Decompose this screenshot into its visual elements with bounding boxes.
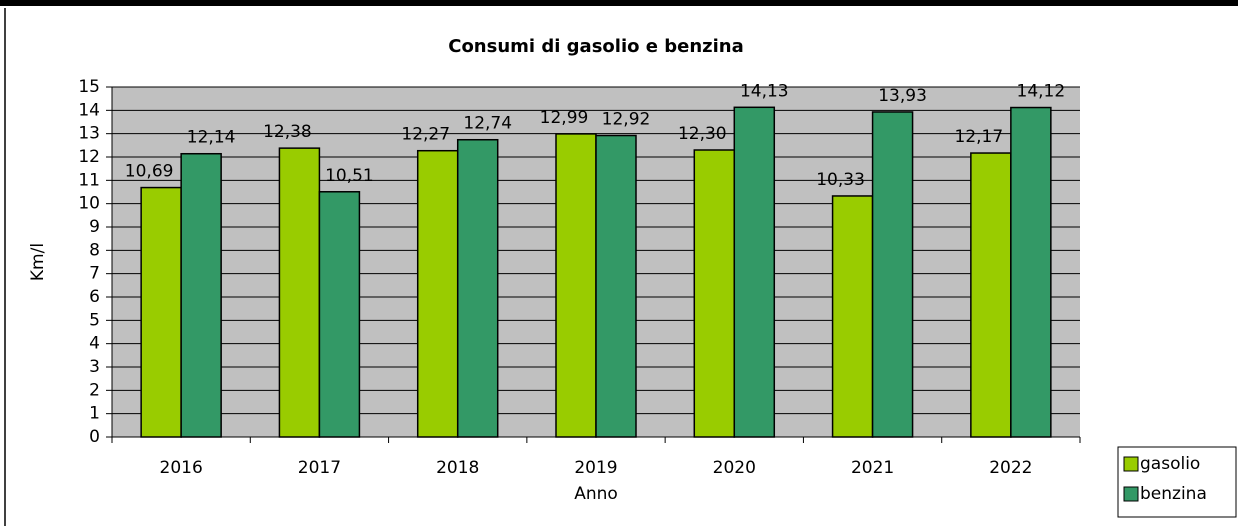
bar: [456, 138, 499, 438]
bar: [1010, 106, 1052, 438]
bar: [871, 111, 914, 438]
value-label: 12,74: [463, 114, 512, 134]
y-tick-label: 0: [89, 427, 100, 447]
x-tick-label: 2022: [989, 458, 1032, 478]
bar: [595, 134, 637, 438]
value-label: 10,33: [816, 170, 865, 190]
bar: [831, 195, 874, 438]
value-label: 14,12: [1017, 82, 1066, 102]
value-label: 10,51: [325, 166, 374, 186]
bar: [278, 147, 321, 438]
x-tick-label: 2018: [436, 458, 479, 478]
x-tick-label: 2016: [160, 458, 203, 478]
x-tick-label: 2021: [851, 458, 894, 478]
bar: [733, 106, 776, 438]
value-label: 12,17: [955, 127, 1004, 147]
y-tick-label: 15: [78, 77, 100, 97]
value-label: 13,93: [878, 86, 927, 106]
bar: [318, 191, 361, 438]
y-axis-label: Km/l: [28, 243, 48, 281]
bar: [140, 186, 182, 438]
value-label: 12,27: [401, 125, 450, 145]
bar: [416, 149, 459, 438]
y-tick-label: 8: [89, 240, 100, 260]
bar: [693, 149, 736, 438]
x-tick-label: 2020: [713, 458, 756, 478]
chart-title: Consumi di gasolio e benzina: [448, 36, 744, 57]
x-axis-label: Anno: [574, 484, 618, 504]
y-tick-label: 10: [78, 194, 100, 214]
legend-swatch: [1123, 456, 1139, 472]
value-label: 12,38: [263, 122, 312, 142]
value-label: 14,13: [740, 81, 789, 101]
x-tick-label: 2017: [298, 458, 341, 478]
y-tick-label: 6: [89, 287, 100, 307]
legend-label: benzina: [1140, 484, 1207, 504]
y-tick-label: 3: [89, 357, 100, 377]
legend-label: gasolio: [1140, 454, 1200, 474]
value-label: 12,99: [540, 108, 589, 128]
y-tick-label: 4: [89, 334, 100, 354]
value-label: 12,30: [678, 124, 727, 144]
bar: [555, 133, 597, 438]
y-tick-label: 11: [78, 170, 100, 190]
y-tick-label: 2: [89, 380, 100, 400]
value-label: 12,92: [602, 110, 651, 130]
bar: [180, 152, 222, 438]
y-tick-label: 9: [89, 217, 100, 237]
top-border: [0, 0, 1238, 6]
x-tick-label: 2019: [574, 458, 617, 478]
y-tick-label: 12: [78, 147, 100, 167]
bar: [970, 152, 1012, 438]
legend-swatch: [1123, 486, 1139, 502]
value-label: 12,14: [187, 128, 236, 148]
y-tick-label: 14: [78, 100, 100, 120]
y-tick-label: 1: [89, 404, 100, 424]
y-tick-label: 5: [89, 310, 100, 330]
y-tick-label: 13: [78, 124, 100, 144]
value-label: 10,69: [125, 162, 174, 182]
y-tick-label: 7: [89, 264, 100, 284]
